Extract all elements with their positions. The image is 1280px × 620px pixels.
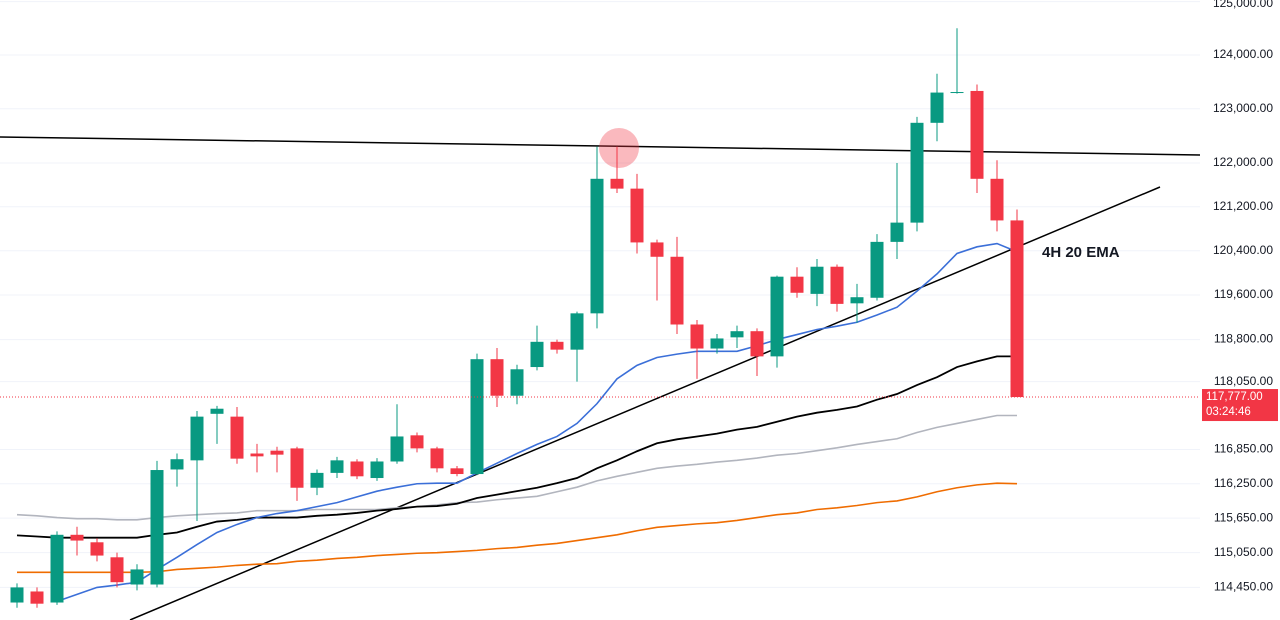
candle-body — [450, 468, 464, 475]
moving-averages — [16, 242, 1018, 603]
candle-body — [970, 90, 984, 179]
y-tick-label: 115,050.00 — [1214, 545, 1273, 559]
y-tick-label: 121,200.00 — [1213, 199, 1273, 213]
candle-body — [250, 453, 264, 457]
candle-body — [110, 557, 124, 583]
last-price-label: 117,777.00 — [1206, 391, 1263, 403]
candle-body — [10, 587, 24, 603]
candle-body — [90, 542, 104, 556]
candle-body — [570, 313, 584, 350]
candle-body — [750, 331, 764, 357]
candle-body — [170, 459, 184, 470]
moving-average-line — [16, 414, 1017, 521]
candle-body — [1010, 220, 1024, 398]
y-tick-label: 120,400.00 — [1213, 243, 1273, 257]
candle-body — [630, 188, 644, 243]
y-tick-label: 119,600.00 — [1214, 287, 1273, 301]
resistance-line — [0, 136, 1201, 156]
candle-body — [550, 341, 564, 350]
candle-body — [670, 256, 684, 325]
candle-body — [990, 178, 1004, 221]
candle-body — [410, 435, 424, 449]
candle-body — [290, 448, 304, 488]
candle-body — [70, 534, 84, 541]
candle-body — [470, 359, 484, 475]
last-price-tag — [1202, 389, 1278, 422]
y-tick-label: 118,800.00 — [1214, 332, 1273, 346]
candle-body — [370, 461, 384, 479]
candle-body — [130, 569, 144, 585]
y-tick-label: 115,650.00 — [1214, 510, 1273, 524]
y-tick-label: 124,000.00 — [1213, 47, 1273, 61]
y-tick-label: 114,450.00 — [1214, 580, 1273, 594]
candle-body — [870, 241, 884, 298]
candle-body — [50, 534, 64, 603]
candle-body — [930, 92, 944, 123]
candle-body — [530, 341, 544, 368]
candle-body — [270, 450, 284, 455]
candle-body — [150, 470, 164, 585]
candle-body — [770, 276, 784, 357]
candle-body — [330, 460, 344, 473]
candle-body — [830, 266, 844, 304]
candle-body — [30, 591, 44, 604]
candle-body — [850, 297, 864, 304]
y-tick-label: 122,000.00 — [1213, 155, 1273, 169]
highlight-circle — [599, 128, 639, 168]
candle-body — [490, 359, 504, 396]
candle-body — [650, 242, 664, 257]
candle-body — [790, 276, 804, 293]
candle-body — [950, 92, 964, 94]
y-tick-label: 116,850.00 — [1214, 442, 1273, 456]
trend-line — [129, 186, 1161, 620]
candle-body — [710, 338, 724, 349]
annotation: 4H 20 EMA — [1042, 244, 1120, 261]
candle-body — [430, 448, 444, 469]
moving-average-line — [16, 355, 1017, 539]
candle-body — [210, 408, 224, 414]
trend-drawings — [0, 136, 1201, 620]
candle-body — [890, 222, 904, 242]
y-tick-label: 118,050.00 — [1214, 374, 1273, 388]
candle-body — [590, 178, 604, 314]
price-axis: 125,000.00 124,000.00 123,000.00 122,000.00… — [0, 0, 1278, 594]
candle-body — [310, 472, 324, 488]
candle-body — [810, 266, 824, 294]
candle-body — [350, 461, 364, 477]
candles — [10, 28, 1024, 608]
candle-body — [510, 369, 524, 396]
candle-body — [190, 416, 204, 461]
candle-body — [910, 122, 924, 223]
countdown-label: 03:24:46 — [1206, 406, 1251, 418]
candle-body — [230, 416, 244, 459]
candle-body — [390, 436, 404, 462]
y-tick-label: 116,250.00 — [1214, 476, 1273, 490]
candle-body — [610, 178, 624, 189]
y-tick-label: 125,000.00 — [1213, 0, 1273, 10]
candle-body — [730, 331, 744, 338]
moving-average-line — [17, 482, 1018, 574]
y-tick-label: 123,000.00 — [1213, 101, 1273, 115]
candle-body — [690, 324, 704, 349]
